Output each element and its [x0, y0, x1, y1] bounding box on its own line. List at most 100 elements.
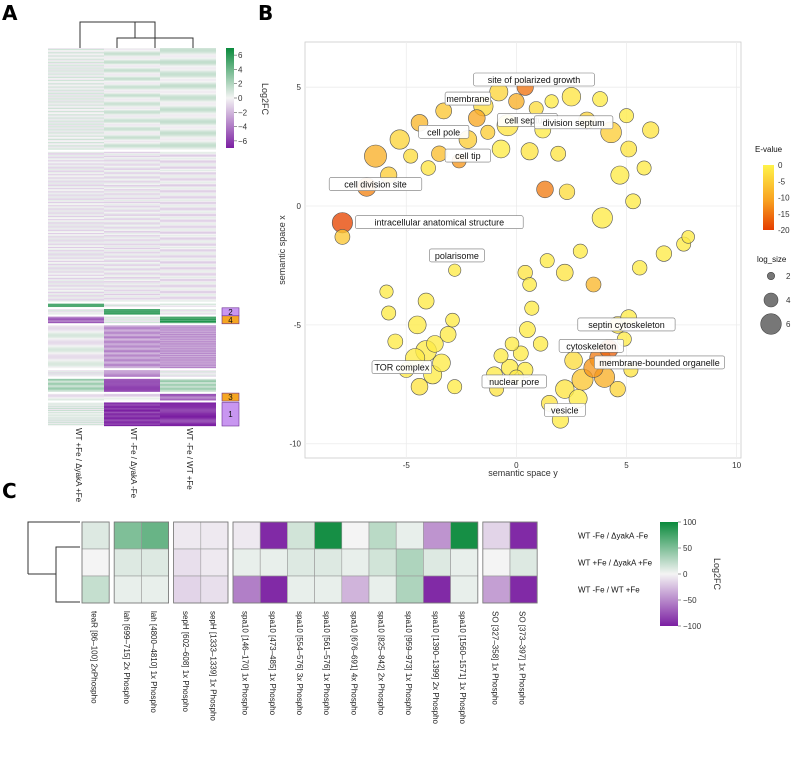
go-term-point: [493, 348, 509, 364]
heatmap-a-cell: [104, 207, 160, 209]
heatmap-a-cell: [160, 122, 216, 125]
heatmap-a-cell: [104, 384, 160, 386]
heatmap-a-cell: [160, 208, 216, 210]
heatmap-a-cell: [48, 390, 104, 392]
heatmap-a-cell: [160, 69, 216, 71]
heatmap-a-cell: [48, 206, 104, 208]
heatmap-a-cell: [104, 354, 160, 356]
heatmap-c-cell: [287, 575, 315, 604]
heatmap-a-cell: [160, 193, 216, 195]
go-term-point: [334, 229, 351, 245]
heatmap-a-cell: [48, 160, 104, 162]
heatmap-a-cell: [160, 62, 216, 65]
heatmap-a-cell: [160, 142, 216, 144]
heatmap-a-cell: [160, 325, 216, 327]
heatmap-a-cell: [104, 288, 160, 290]
heatmap-a-cell: [104, 321, 160, 324]
heatmap-a-cell: [48, 77, 104, 80]
heatmap-a-cell: [48, 274, 104, 276]
heatmap-a-cell: [104, 407, 160, 410]
heatmap-a-cell: [48, 68, 104, 70]
go-label: cell septum: [505, 115, 551, 125]
heatmap-a-cell: [160, 124, 216, 127]
heatmap-c-cell: [113, 548, 142, 577]
heatmap-a-cell: [160, 206, 216, 208]
heatmap-a-cell: [48, 357, 104, 359]
heatmap-a-cell: [160, 235, 216, 237]
heatmap-a-cell: [160, 390, 216, 392]
heatmap-a-cell: [48, 255, 104, 257]
heatmap-a-cell: [48, 422, 104, 425]
heatmap-a-cell: [104, 200, 160, 203]
heatmap-a-cell: [48, 54, 104, 56]
heatmap-a-cell: [160, 270, 216, 272]
heatmap-a-cell: [48, 143, 104, 145]
heatmap-a-cell: [48, 389, 104, 391]
heatmap-a-cell: [104, 331, 160, 333]
column-label-c: spa10 [146–170] 1x Phospho: [241, 611, 250, 716]
heatmap-a-cell: [48, 138, 104, 141]
heatmap-a-cell: [160, 358, 216, 360]
heatmap-a-cell: [48, 123, 104, 126]
heatmap-a-cell: [104, 273, 160, 275]
heatmap-a-cell: [48, 142, 104, 144]
heatmap-a-cell: [48, 246, 104, 249]
heatmap-a-cell: [104, 97, 160, 99]
heatmap-a-cell: [160, 75, 216, 78]
heatmap-a-cell: [104, 119, 160, 121]
go-term-point: [564, 351, 583, 370]
heatmap-a-cell: [104, 133, 160, 135]
heatmap-a-cell: [160, 177, 216, 179]
heatmap-a-cell: [48, 194, 104, 196]
heatmap-a-cell: [48, 147, 104, 149]
heatmap-a-cell: [48, 337, 104, 339]
heatmap-a-cell: [48, 330, 104, 332]
heatmap-a-cell: [104, 403, 160, 405]
heatmap-a-cell: [48, 335, 104, 338]
heatmap-a-cell: [160, 106, 216, 109]
heatmap-a-cell: [104, 363, 160, 365]
heatmap-a-cell: [160, 318, 216, 320]
heatmap-a-cell: [104, 244, 160, 247]
heatmap-a-cell: [48, 179, 104, 181]
heatmap-a-cell: [160, 261, 216, 264]
heatmap-a-cell: [48, 413, 104, 415]
heatmap-a-cell: [48, 146, 104, 148]
heatmap-a-cell: [104, 386, 160, 388]
heatmap-a-cell: [104, 357, 160, 359]
heatmap-a-cell: [104, 75, 160, 78]
heatmap-a-cell: [48, 310, 104, 312]
heatmap-a-cell: [104, 157, 160, 159]
heatmap-a-cell: [48, 89, 104, 91]
heatmap-a-cell: [160, 268, 216, 270]
heatmap-a-cell: [104, 128, 160, 130]
heatmap-a-cell: [48, 277, 104, 280]
heatmap-a-cell: [104, 59, 160, 61]
heatmap-a-cell: [104, 86, 160, 88]
heatmap-a-cell: [104, 209, 160, 211]
heatmap-a-cell: [48, 233, 104, 235]
heatmap-a-cell: [104, 359, 160, 361]
heatmap-a-cell: [104, 153, 160, 156]
go-term-point: [508, 93, 525, 110]
heatmap-a-cell: [104, 364, 160, 367]
heatmap-a-cell: [104, 303, 160, 305]
heatmap-a-cell: [160, 220, 216, 222]
heatmap-a-cell: [48, 181, 104, 183]
heatmap-a-cell: [160, 303, 216, 305]
heatmap-a-cell: [48, 257, 104, 259]
heatmap-a-cell: [160, 415, 216, 417]
heatmap-a-cell: [104, 151, 160, 153]
heatmap-a-cell: [48, 380, 104, 383]
heatmap-c-cell: [482, 521, 511, 550]
heatmap-a-cell: [160, 84, 216, 86]
heatmap-a-cell: [160, 205, 216, 207]
heatmap-a-cell: [48, 298, 104, 300]
heatmap-a-cell: [48, 264, 104, 266]
heatmap-a-cell: [104, 223, 160, 225]
go-term-point: [448, 263, 462, 277]
heatmap-a-cell: [48, 287, 104, 289]
go-term-point: [379, 284, 394, 299]
heatmap-a-cell: [104, 184, 160, 187]
heatmap-a-cell: [160, 153, 216, 156]
